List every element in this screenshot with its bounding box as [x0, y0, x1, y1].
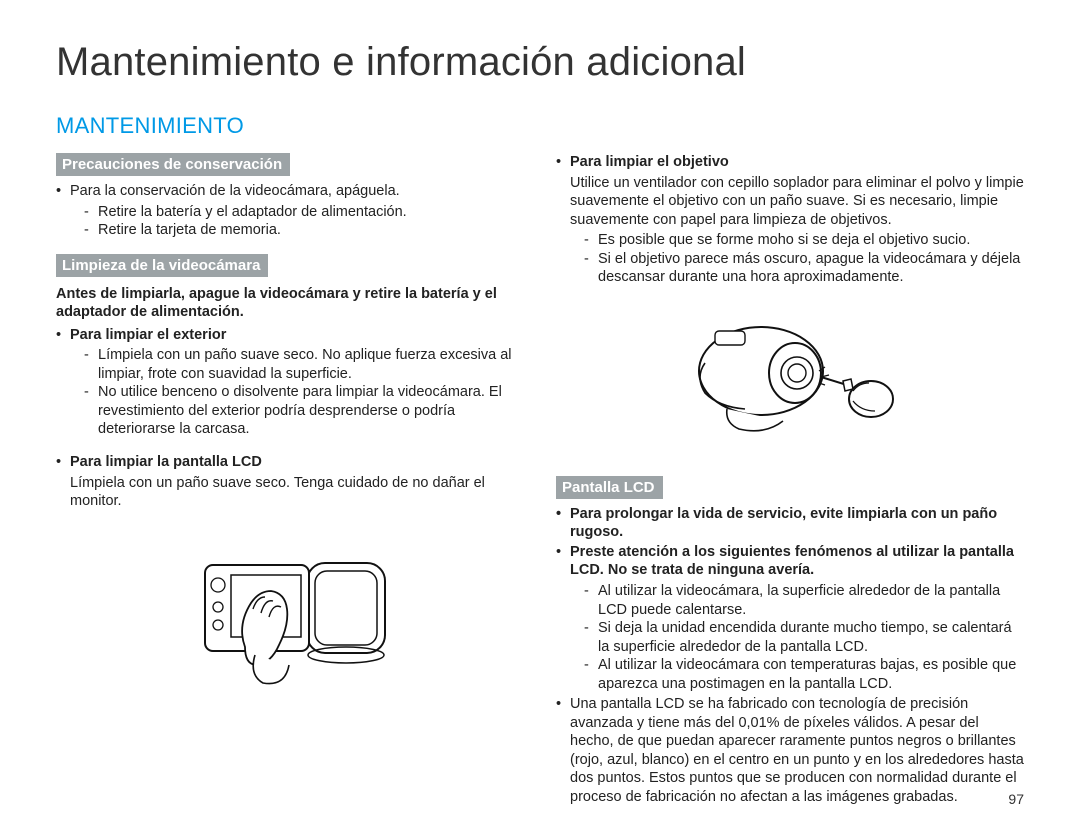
section-heading: MANTENIMIENTO	[56, 113, 1024, 139]
manual-page: Mantenimiento e información adicional MA…	[0, 0, 1080, 825]
band-pantalla-lcd: Pantalla LCD	[556, 476, 663, 499]
limpieza-list: Para limpiar el exterior Límpiela con un…	[56, 326, 524, 439]
sublist: Al utilizar la videocámara, la superfici…	[584, 582, 1024, 693]
figure-lens-cleaning	[556, 301, 1024, 466]
sublist: Es posible que se forme moho si se deja …	[584, 231, 1024, 287]
subhead-lcd: Para limpiar la pantalla LCD	[70, 454, 262, 470]
subhead-objetivo: Para limpiar el objetivo	[570, 154, 729, 170]
list-item: Una pantalla LCD se ha fabricado con tec…	[556, 695, 1024, 806]
pantalla-list: Para prolongar la vida de servicio, evit…	[556, 505, 1024, 807]
band-limpieza: Limpieza de la videocámara	[56, 254, 268, 277]
list-item: Para prolongar la vida de servicio, evit…	[556, 505, 1024, 542]
list-item: Para la conservación de la videocámara, …	[56, 182, 524, 240]
content-columns: Precauciones de conservación Para la con…	[56, 153, 1024, 821]
text: Para la conservación de la videocámara, …	[70, 183, 400, 199]
list-item: Es posible que se forme moho si se deja …	[584, 231, 1024, 250]
list-item: Retire la tarjeta de memoria.	[84, 221, 524, 240]
left-column: Precauciones de conservación Para la con…	[56, 153, 524, 821]
text: Preste atención a los siguientes fenómen…	[570, 544, 1014, 579]
page-number: 97	[1008, 791, 1024, 807]
limpieza-lcd-list: Para limpiar la pantalla LCD Límpiela co…	[56, 453, 524, 511]
sublist: Retire la batería y el adaptador de alim…	[84, 203, 524, 240]
list-item: Preste atención a los siguientes fenómen…	[556, 543, 1024, 693]
objetivo-list: Para limpiar el objetivo Utilice un vent…	[556, 153, 1024, 287]
list-item: Al utilizar la videocámara, la superfici…	[584, 582, 1024, 619]
camcorder-blower-illustration	[675, 301, 905, 461]
page-title: Mantenimiento e información adicional	[56, 40, 1024, 85]
figure-lcd-cleaning	[56, 525, 524, 695]
subhead-exterior: Para limpiar el exterior	[70, 327, 226, 343]
list-item: Para limpiar el exterior Límpiela con un…	[56, 326, 524, 439]
camcorder-lcd-illustration	[175, 525, 405, 690]
list-item: Si deja la unidad encendida durante much…	[584, 619, 1024, 656]
list-item: Para limpiar el objetivo Utilice un vent…	[556, 153, 1024, 287]
list-item: Para limpiar la pantalla LCD Límpiela co…	[56, 453, 524, 511]
list-item: Retire la batería y el adaptador de alim…	[84, 203, 524, 222]
sublist: Límpiela con un paño suave seco. No apli…	[84, 346, 524, 439]
right-column: Para limpiar el objetivo Utilice un vent…	[556, 153, 1024, 821]
lcd-text: Límpiela con un paño suave seco. Tenga c…	[70, 474, 524, 511]
list-item: Límpiela con un paño suave seco. No apli…	[84, 346, 524, 383]
band-precauciones: Precauciones de conservación	[56, 153, 290, 176]
limpieza-intro: Antes de limpiarla, apague la videocámar…	[56, 285, 524, 322]
list-item: No utilice benceno o disolvente para lim…	[84, 383, 524, 439]
precauciones-list: Para la conservación de la videocámara, …	[56, 182, 524, 240]
list-item: Si el objetivo parece más oscuro, apague…	[584, 250, 1024, 287]
objetivo-text: Utilice un ventilador con cepillo soplad…	[570, 174, 1024, 230]
list-item: Al utilizar la videocámara con temperatu…	[584, 656, 1024, 693]
